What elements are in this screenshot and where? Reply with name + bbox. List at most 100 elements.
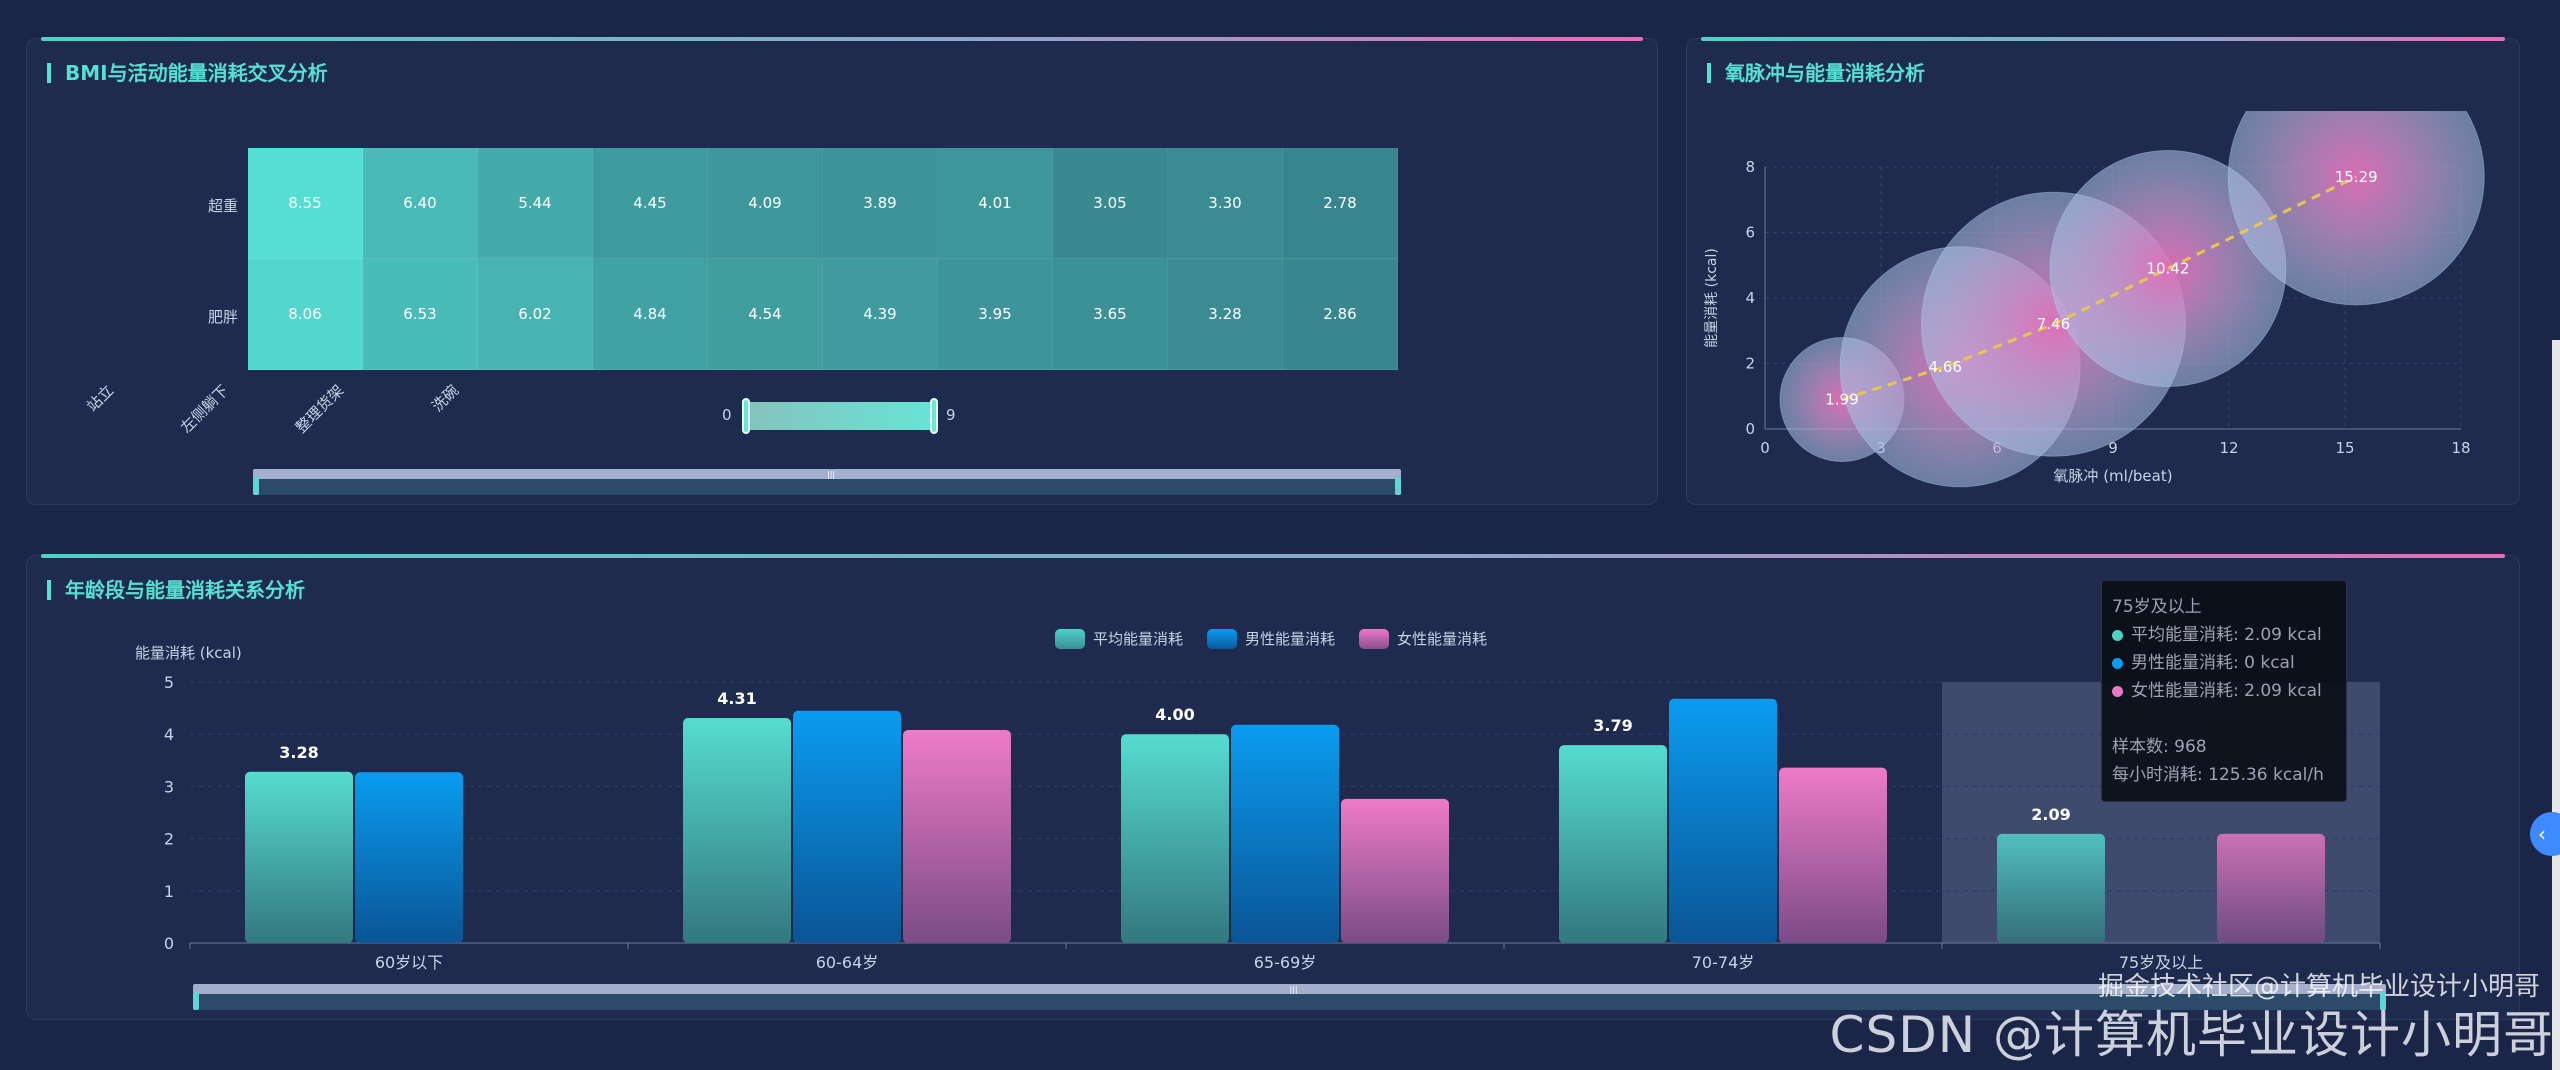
side-collapse-button[interactable]: ‹	[2530, 812, 2560, 856]
y-tick-label: 8	[1745, 158, 1755, 176]
watermark: CSDN @计算机毕业设计小明哥	[1829, 1006, 2554, 1064]
heatmap-cell[interactable]: 3.65	[1053, 259, 1168, 370]
visual-map-min-handle[interactable]	[742, 398, 750, 434]
bar[interactable]	[245, 771, 353, 943]
heatmap-cell[interactable]: 2.86	[1283, 259, 1398, 370]
legend-item-male[interactable]: 男性能量消耗	[1207, 628, 1335, 649]
heatmap-cell[interactable]: 3.05	[1053, 148, 1168, 259]
tooltip-row: 男性能量消耗: 0 kcal	[2112, 649, 2336, 677]
data-zoom-grip-icon[interactable]: |||	[1289, 985, 1298, 994]
bar[interactable]	[683, 718, 791, 943]
legend-label: 女性能量消耗	[1397, 630, 1488, 648]
legend-label: 男性能量消耗	[1245, 630, 1336, 648]
heatmap-cell[interactable]: 8.06	[248, 259, 363, 370]
watermark-overlay: 掘金技术社区@计算机毕业设计小明哥	[2097, 972, 2540, 1002]
y-tick-label: 0	[164, 934, 174, 953]
bar[interactable]	[903, 730, 1011, 943]
y-tick-label: 0	[1745, 420, 1755, 438]
tooltip-row: 女性能量消耗: 2.09 kcal	[2112, 677, 2336, 705]
bar[interactable]	[1779, 767, 1887, 943]
heatmap-cell[interactable]: 3.28	[1168, 259, 1283, 370]
bar[interactable]	[1669, 698, 1777, 943]
heatmap-cell[interactable]: 5.44	[478, 148, 593, 259]
bar-value-label: 4.31	[717, 689, 756, 708]
visual-map-min-label: 0	[722, 406, 732, 424]
bar[interactable]	[2217, 833, 2325, 943]
heatmap-cell[interactable]: 6.02	[478, 259, 593, 370]
y-tick-label: 2	[1745, 355, 1755, 373]
data-zoom-left-handle[interactable]	[253, 477, 259, 495]
heatmap-cell[interactable]: 4.01	[938, 148, 1053, 259]
visual-map-range-bar[interactable]	[746, 402, 936, 430]
heatmap-cell[interactable]: 4.39	[823, 259, 938, 370]
heatmap-cell[interactable]: 3.30	[1168, 148, 1283, 259]
heatmap-data-zoom[interactable]: |||	[253, 469, 1401, 495]
x-tick-label: 60-64岁	[816, 953, 879, 972]
chevron-left-icon: ‹	[2538, 822, 2546, 846]
data-zoom-track[interactable]	[253, 469, 1401, 479]
heatmap-y-label: 超重	[207, 196, 238, 215]
legend-item-female[interactable]: 女性能量消耗	[1359, 628, 1487, 649]
y-axis-title: 能量消耗 (kcal)	[1704, 248, 1720, 348]
bubble-chart: 024680369121518氧脉冲 (ml/beat)能量消耗 (kcal)1…	[1704, 111, 2485, 488]
panel-title: 氧脉冲与能量消耗分析	[1707, 63, 1925, 83]
bar-legend: 平均能量消耗 男性能量消耗 女性能量消耗	[1055, 628, 1487, 649]
bar-value-label: 4.00	[1155, 705, 1194, 724]
panel-title: BMI与活动能量消耗交叉分析	[47, 63, 328, 83]
bubble-label: 1.99	[1825, 391, 1858, 409]
bubbles	[1779, 111, 2485, 488]
bar-value-label: 3.79	[1593, 716, 1632, 735]
y-tick-label: 2	[164, 830, 174, 849]
legend-label: 平均能量消耗	[1093, 630, 1184, 648]
x-tick-label: 18	[2451, 439, 2470, 457]
data-zoom-grip-icon[interactable]: |||	[827, 470, 836, 479]
heatmap-cell[interactable]: 4.09	[708, 148, 823, 259]
data-zoom-right-handle[interactable]	[2380, 992, 2386, 1010]
data-zoom-right-handle[interactable]	[1395, 477, 1401, 495]
bar[interactable]	[355, 772, 463, 943]
heatmap-cell[interactable]: 4.54	[708, 259, 823, 370]
bar[interactable]	[793, 710, 901, 943]
y-tick-label: 1	[164, 882, 174, 901]
dot-icon	[2112, 629, 2123, 641]
tooltip-samples: 样本数: 968	[2112, 737, 2207, 757]
visual-map-max-label: 9	[946, 406, 956, 424]
bar[interactable]	[1997, 833, 2105, 943]
tooltip-row: 平均能量消耗: 2.09 kcal	[2112, 621, 2336, 649]
tooltip-text: 男性能量消耗: 0 kcal	[2131, 653, 2295, 673]
bubble	[2227, 111, 2485, 306]
bubble-label: 4.66	[1928, 358, 1961, 376]
heatmap-cell[interactable]: 6.40	[363, 148, 478, 259]
bar-data-zoom[interactable]: |||	[193, 984, 2386, 1010]
heatmap-cell[interactable]: 8.55	[248, 148, 363, 259]
bar[interactable]	[1559, 745, 1667, 943]
bar-value-label: 3.28	[279, 743, 318, 762]
legend-item-average[interactable]: 平均能量消耗	[1055, 628, 1183, 649]
heatmap-cell[interactable]: 3.95	[938, 259, 1053, 370]
y-tick-label: 4	[1745, 289, 1755, 307]
x-tick-label: 9	[2108, 439, 2118, 457]
bubble-label: 15.29	[2335, 168, 2378, 186]
y-tick-label: 6	[1745, 224, 1755, 242]
heatmap-cell[interactable]: 4.45	[593, 148, 708, 259]
heatmap-cell[interactable]: 4.84	[593, 259, 708, 370]
tooltip-text: 女性能量消耗: 2.09 kcal	[2131, 681, 2322, 701]
data-zoom-window[interactable]	[253, 479, 1401, 495]
x-tick-label: 0	[1760, 439, 1770, 457]
bar[interactable]	[1231, 724, 1339, 943]
bar[interactable]	[1341, 798, 1449, 943]
page-scrollbar[interactable]	[2552, 340, 2560, 1070]
data-zoom-track[interactable]	[193, 984, 2386, 994]
data-zoom-window[interactable]	[193, 994, 2386, 1010]
heatmap-chart: 超重 8.55 6.40 5.44 4.45 4.09 3.89 4.01 3.05 3.30 2.…	[0, 0, 1660, 510]
heatmap-cell[interactable]: 6.53	[363, 259, 478, 370]
heatmap-cell[interactable]: 3.89	[823, 148, 938, 259]
bar[interactable]	[1121, 734, 1229, 943]
heatmap-cell[interactable]: 2.78	[1283, 148, 1398, 259]
data-zoom-left-handle[interactable]	[193, 992, 199, 1010]
x-tick-label: 75岁及以上	[2119, 953, 2203, 972]
visual-map-max-handle[interactable]	[930, 398, 938, 434]
y-tick-label: 3	[164, 777, 174, 796]
y-tick-label: 5	[164, 673, 174, 692]
